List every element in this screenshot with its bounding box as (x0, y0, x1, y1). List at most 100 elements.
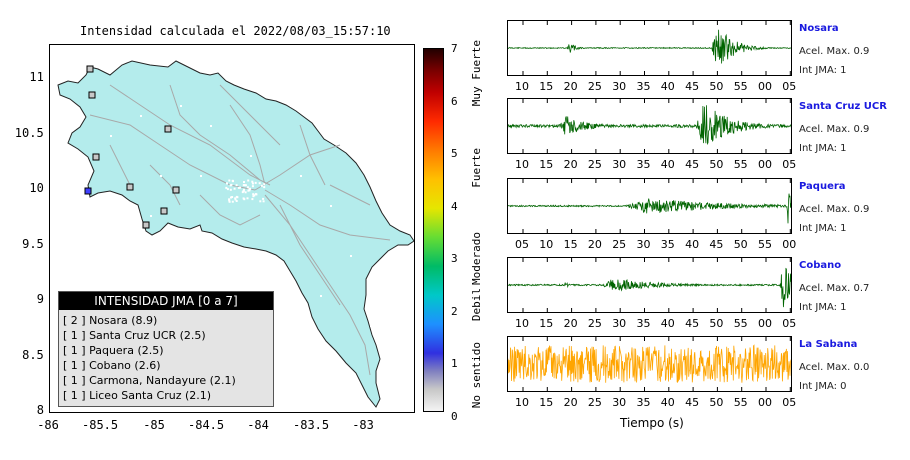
time-tick-label: 05 (515, 238, 529, 251)
town-dot (235, 200, 238, 202)
legend-level: [ 1 ] (63, 374, 86, 387)
seismogram-panel[interactable] (507, 20, 792, 76)
road (199, 194, 261, 226)
map-x-tick-label: -86 (37, 418, 59, 432)
map-y-tick-label: 9 (36, 292, 44, 306)
time-tick-label: 40 (685, 238, 700, 251)
station-marker[interactable] (92, 153, 100, 161)
time-tick-label: 05 (782, 158, 797, 171)
town-dot (210, 125, 212, 127)
seismogram-panel[interactable] (507, 336, 792, 392)
town-dot (230, 196, 232, 199)
colorbar-tick-label: 1 (451, 357, 458, 370)
town-dot (250, 155, 252, 157)
town-dot (246, 197, 249, 200)
station-marker[interactable] (164, 125, 172, 133)
town-dot (200, 175, 202, 177)
time-tick-label: 20 (587, 238, 602, 251)
station-max-acceleration: Acel. Max. 0.9 (799, 46, 870, 57)
time-tick-label: 25 (587, 80, 602, 93)
road (229, 104, 266, 186)
town-dot (150, 215, 152, 217)
station-name[interactable]: Santa Cruz UCR (799, 101, 887, 112)
town-dot (330, 205, 332, 207)
time-tick-label: 05 (782, 80, 797, 93)
legend-station-label: Santa Cruz UCR (2.5) (89, 329, 206, 342)
legend-level: [ 1 ] (63, 329, 86, 342)
map-y-tick-label: 10 (29, 181, 44, 195)
time-tick-label: 40 (660, 317, 675, 330)
station-marker[interactable] (172, 186, 180, 194)
legend-station-label: Paquera (2.5) (89, 344, 164, 357)
town-dot (140, 115, 142, 117)
time-tick-label: 15 (539, 396, 554, 409)
town-dot (290, 105, 292, 107)
time-tick-label: 25 (587, 317, 602, 330)
intensity-colorbar (423, 48, 444, 412)
legend-row: [ 1 ] Liceo Santa Cruz (2.1) (63, 389, 211, 402)
station-marker[interactable] (88, 91, 96, 99)
legend-station-label: Liceo Santa Cruz (2.1) (89, 389, 212, 402)
time-tick-label: 20 (563, 80, 578, 93)
time-tick-label: 55 (733, 396, 748, 409)
seismogram-panel[interactable] (507, 98, 792, 154)
intensity-legend: INTENSIDAD JMA [0 a 7] [ 2 ] Nosara (8.9… (58, 291, 274, 407)
station-marker[interactable] (86, 65, 94, 73)
time-tick-label: 05 (782, 396, 797, 409)
town-dot (370, 325, 372, 327)
station-name[interactable]: Cobano (799, 260, 842, 271)
town-dot (248, 189, 251, 192)
legend-station-label: Cobano (2.6) (89, 359, 161, 372)
town-dot (254, 181, 257, 184)
time-tick-label: 00 (758, 317, 772, 330)
legend-station-label: Carmona, Nandayure (2.1) (89, 374, 236, 387)
town-dot (246, 186, 249, 189)
time-tick-label: 10 (515, 158, 529, 171)
station-name[interactable]: Paquera (799, 181, 846, 192)
time-tick-label: 55 (733, 80, 748, 93)
town-dot (253, 194, 256, 197)
legend-level: [ 1 ] (63, 389, 86, 402)
time-tick-label: 35 (660, 238, 675, 251)
map-x-tick-label: -84.5 (188, 418, 225, 432)
town-dot (226, 182, 228, 185)
time-tick-label: 20 (563, 158, 578, 171)
town-dot (235, 184, 238, 187)
station-max-acceleration: Acel. Max. 0.7 (799, 283, 870, 294)
town-dot (180, 105, 182, 107)
road (299, 124, 326, 186)
town-dot (243, 181, 245, 183)
station-marker[interactable] (84, 187, 92, 195)
town-dot (262, 197, 265, 200)
time-tick-label: 50 (709, 158, 724, 171)
station-marker[interactable] (160, 207, 168, 215)
time-axis-label: Tiempo (s) (620, 416, 684, 430)
road (254, 144, 341, 191)
town-dot (320, 295, 322, 297)
colorbar-tick-label: 5 (451, 147, 458, 160)
town-dot (350, 255, 352, 257)
road (109, 144, 131, 186)
town-dot (251, 180, 254, 183)
station-name[interactable]: La Sabana (799, 339, 858, 350)
colorbar-tick-label: 4 (451, 199, 458, 213)
colorbar-tick-label: 6 (451, 94, 458, 108)
seismogram-waveform (507, 21, 792, 75)
station-name[interactable]: Nosara (799, 23, 839, 34)
time-tick-label: 55 (733, 158, 748, 171)
station-max-acceleration: Acel. Max. 0.9 (799, 204, 870, 215)
time-tick-label: 30 (612, 317, 627, 330)
map-y-tick-label: 9.5 (22, 237, 44, 251)
seismogram-panel[interactable] (507, 257, 792, 313)
map-x-tick-label: -83.5 (293, 418, 330, 432)
time-tick-label: 25 (612, 238, 627, 251)
map-y-tick-label: 8.5 (22, 348, 44, 362)
station-marker[interactable] (142, 221, 150, 229)
seismogram-waveform (507, 337, 792, 391)
time-tick-label: 40 (660, 396, 675, 409)
seismogram-panel[interactable] (507, 178, 792, 234)
station-marker[interactable] (126, 183, 134, 191)
map-y-tick-label: 11 (29, 70, 44, 84)
town-dot (251, 185, 254, 188)
seismogram-waveform (507, 258, 792, 312)
